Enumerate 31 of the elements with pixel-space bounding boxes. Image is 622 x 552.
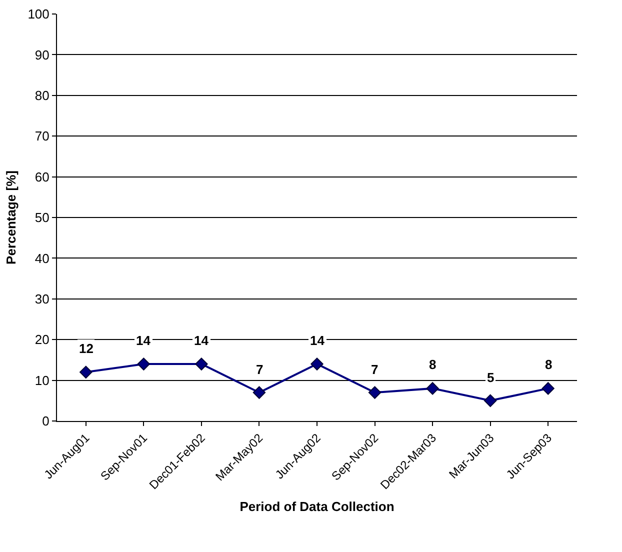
y-tick-label: 60	[34, 169, 50, 184]
point	[252, 386, 266, 399]
y-tick-label: 100	[28, 6, 50, 22]
data-label: 14	[194, 333, 210, 348]
y-tick-label: 40	[34, 250, 50, 266]
x-axis-title: Period of Data Collection	[240, 498, 394, 514]
data-label: 14	[136, 333, 152, 348]
y-axis-title: Percentage [%]	[4, 170, 19, 264]
data-label: 14	[310, 333, 326, 348]
data-label: 8	[545, 357, 552, 372]
y-tick-label: 80	[34, 88, 50, 103]
y-tick-label: 30	[34, 291, 50, 306]
point	[426, 382, 439, 395]
point	[137, 358, 150, 370]
point	[195, 358, 208, 370]
point	[310, 358, 324, 370]
data-label: 5	[487, 370, 494, 385]
y-tick-label: 10	[34, 372, 50, 388]
data-label: 12	[79, 341, 94, 356]
point	[484, 394, 497, 407]
point	[368, 386, 382, 399]
y-tick-label: 0	[42, 414, 50, 429]
point	[542, 382, 554, 395]
point	[80, 366, 92, 379]
data-label: 7	[256, 362, 264, 377]
data-label: 8	[429, 357, 436, 372]
y-tick-label: 50	[34, 210, 50, 226]
data-label: 7	[371, 362, 378, 377]
y-tick-label: 70	[34, 128, 50, 144]
y-tick-label: 20	[34, 332, 50, 348]
y-tick-label: 90	[34, 47, 50, 62]
